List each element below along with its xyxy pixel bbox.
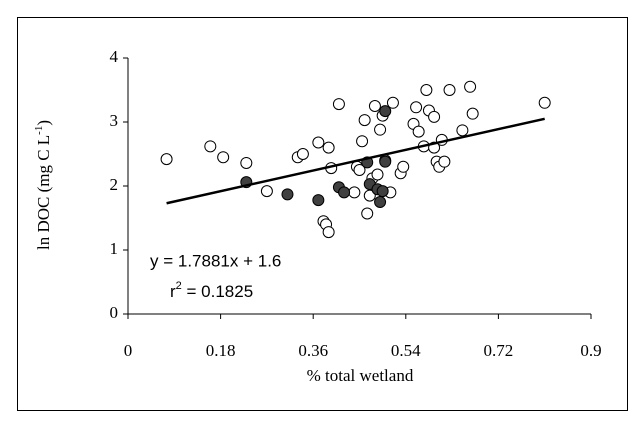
open-point xyxy=(466,107,479,120)
open-point xyxy=(428,110,441,123)
open-point xyxy=(412,125,425,138)
y-label-text: ln DOC (mg C L xyxy=(34,135,53,250)
y-tick-label: 4 xyxy=(110,47,119,66)
open-point xyxy=(438,155,451,168)
open-point xyxy=(420,84,433,96)
filled-point xyxy=(379,155,392,168)
y-tick-label: 2 xyxy=(110,175,119,194)
open-point xyxy=(312,136,325,149)
r2-text: r xyxy=(170,282,176,301)
open-point xyxy=(538,96,551,109)
filled-point xyxy=(338,186,351,199)
y-tick-label: 0 xyxy=(110,303,119,322)
open-point xyxy=(322,226,335,239)
y-tick-label: 3 xyxy=(110,111,119,130)
open-point xyxy=(322,141,335,154)
x-tick-label: 0.9 xyxy=(580,341,601,360)
filled-point xyxy=(281,188,294,201)
y-axis-label: ln DOC (mg C L-1) xyxy=(33,120,53,250)
x-tick-label: 0.72 xyxy=(484,341,514,360)
open-point xyxy=(160,153,173,166)
open-point xyxy=(363,189,376,202)
y-label-sup: -1 xyxy=(33,126,45,135)
open-point xyxy=(456,124,469,137)
open-point xyxy=(332,98,345,111)
open-point xyxy=(443,84,456,96)
x-tick-label: 0.54 xyxy=(391,341,421,360)
x-tick-label: 0.18 xyxy=(206,341,236,360)
open-point xyxy=(371,168,384,181)
r-squared: r2 = 0.1825 xyxy=(170,280,253,302)
open-point xyxy=(240,156,253,169)
open-point xyxy=(386,96,399,109)
y-label-end: ) xyxy=(34,120,53,126)
open-point xyxy=(204,140,217,153)
open-point xyxy=(353,164,366,176)
open-point xyxy=(410,101,423,114)
open-point xyxy=(361,207,374,220)
open-point xyxy=(374,123,387,136)
filled-point xyxy=(374,196,387,208)
open-point xyxy=(296,148,309,160)
x-axis-label: % total wetland xyxy=(307,366,414,385)
chart-frame xyxy=(17,17,628,411)
x-tick-label: 0 xyxy=(124,341,133,360)
filled-point xyxy=(379,105,392,118)
open-point xyxy=(358,114,371,127)
open-point xyxy=(397,160,410,173)
open-point xyxy=(217,151,230,164)
y-tick-label: 1 xyxy=(110,239,119,258)
open-point xyxy=(348,186,361,199)
filled-point xyxy=(312,194,325,207)
trend-line xyxy=(166,117,545,205)
open-point xyxy=(464,80,477,93)
equation: y = 1.7881x + 1.6 xyxy=(150,251,281,270)
open-point xyxy=(260,185,273,198)
r2-sup: 2 xyxy=(176,280,182,292)
open-point xyxy=(356,135,369,148)
filled-point xyxy=(376,185,389,198)
open-point xyxy=(368,100,381,112)
r2-end: = 0.1825 xyxy=(182,282,253,301)
x-tick-label: 0.36 xyxy=(298,341,328,360)
